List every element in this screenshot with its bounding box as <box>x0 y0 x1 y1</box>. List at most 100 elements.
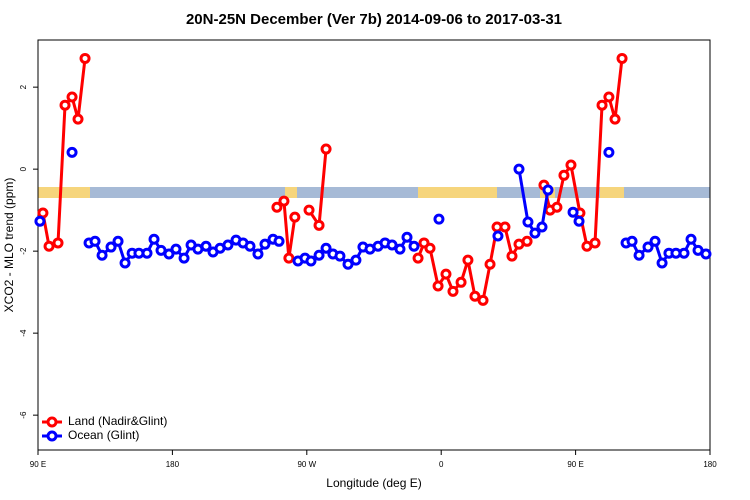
point <box>342 258 354 270</box>
point <box>66 146 78 158</box>
point <box>700 248 712 260</box>
y-tick-label: 2 <box>19 84 28 89</box>
point <box>112 235 124 247</box>
point <box>424 242 436 254</box>
series-line <box>416 225 528 303</box>
point <box>289 211 301 223</box>
point <box>313 249 325 261</box>
point <box>609 113 621 125</box>
legend-label: Ocean (Glint) <box>68 428 139 442</box>
point <box>52 237 64 249</box>
point <box>96 249 108 261</box>
point <box>72 113 84 125</box>
point <box>43 240 55 252</box>
point <box>513 163 525 175</box>
land-band <box>285 187 297 198</box>
land-band <box>38 187 90 198</box>
point <box>313 219 325 231</box>
point <box>394 243 406 255</box>
point <box>616 52 628 64</box>
x-tick-label: 180 <box>166 460 180 469</box>
legend-marker <box>46 430 58 442</box>
point <box>462 254 474 266</box>
land-band <box>418 187 497 198</box>
point <box>542 184 554 196</box>
point <box>477 294 489 306</box>
point <box>558 169 570 181</box>
legend-marker <box>46 416 58 428</box>
point <box>649 235 661 247</box>
point <box>551 201 563 213</box>
point <box>259 238 271 250</box>
point <box>447 285 459 297</box>
point <box>408 240 420 252</box>
y-tick-label: 0 <box>19 166 28 171</box>
point <box>89 235 101 247</box>
point <box>603 146 615 158</box>
point <box>303 204 315 216</box>
x-tick-label: 0 <box>439 460 444 469</box>
point <box>222 239 234 251</box>
point <box>529 227 541 239</box>
point <box>305 255 317 267</box>
point <box>596 99 608 111</box>
x-axis-label: Longitude (deg E) <box>326 476 421 490</box>
point <box>469 290 481 302</box>
point <box>642 241 654 253</box>
point <box>119 257 131 269</box>
point <box>66 91 78 103</box>
series-line <box>41 58 87 249</box>
x-tick-label: 90 E <box>567 460 583 469</box>
y-tick-label: -6 <box>19 411 28 419</box>
point <box>34 215 46 227</box>
legend-label: Land (Nadir&Glint) <box>68 414 167 428</box>
point <box>320 143 332 155</box>
point <box>200 240 212 252</box>
point <box>656 257 668 269</box>
point <box>252 248 264 260</box>
point <box>589 237 601 249</box>
point <box>320 242 332 254</box>
point <box>484 258 496 270</box>
point <box>59 99 71 111</box>
point <box>283 252 295 264</box>
point <box>565 159 577 171</box>
point <box>163 248 175 260</box>
point <box>626 235 638 247</box>
point <box>573 215 585 227</box>
point <box>433 213 445 225</box>
point <box>178 252 190 264</box>
plot-frame <box>37 39 711 451</box>
point <box>141 247 153 259</box>
point <box>412 252 424 264</box>
x-tick-label: 90 E <box>30 460 46 469</box>
point <box>271 201 283 213</box>
point <box>536 221 548 233</box>
point <box>567 206 579 218</box>
point <box>105 241 117 253</box>
ocean-band <box>38 187 710 198</box>
y-tick-label: -2 <box>19 247 28 255</box>
point <box>148 233 160 245</box>
surface-band <box>38 187 710 198</box>
point <box>401 231 413 243</box>
x-tick-label: 180 <box>703 460 717 469</box>
point <box>455 276 467 288</box>
x-tick-label: 90 W <box>297 460 316 469</box>
point <box>522 216 534 228</box>
point <box>386 239 398 251</box>
point <box>432 280 444 292</box>
point <box>278 195 290 207</box>
point <box>492 230 504 242</box>
point <box>603 91 615 103</box>
point <box>633 249 645 261</box>
land-band <box>600 187 624 198</box>
point <box>244 240 256 252</box>
point <box>499 221 511 233</box>
point <box>334 250 346 262</box>
point <box>79 52 91 64</box>
y-axis-label: XCO2 - MLO trend (ppm) <box>2 178 16 313</box>
point <box>170 243 182 255</box>
point <box>350 254 362 266</box>
